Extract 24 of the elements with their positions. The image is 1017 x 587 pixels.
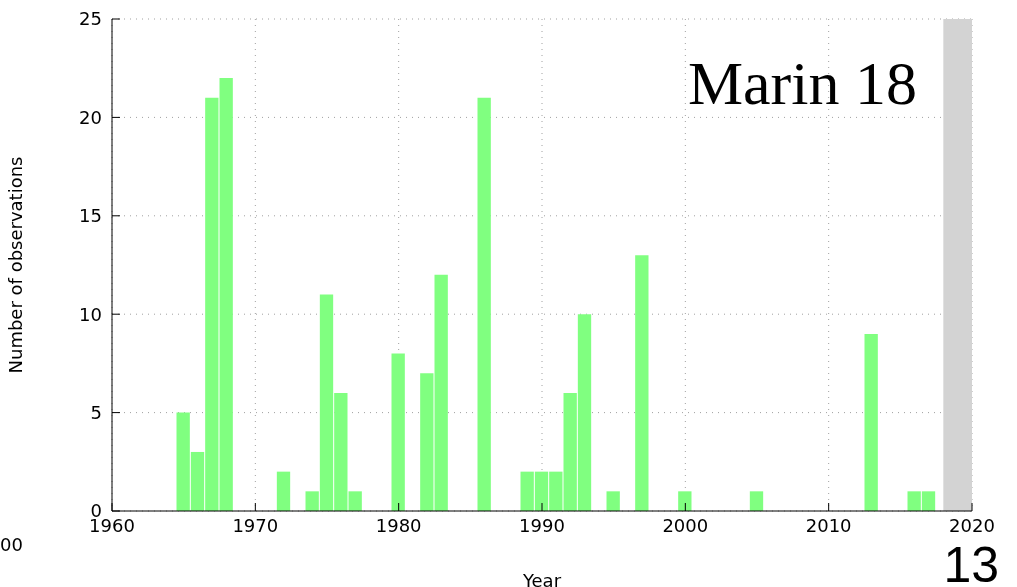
x-tick-label: 2010 — [805, 514, 852, 536]
x-axis-title: Year — [521, 570, 562, 587]
bar — [477, 97, 491, 511]
bar — [678, 491, 692, 511]
x-tick-label: 1990 — [519, 514, 565, 536]
y-tick-label: 10 — [79, 303, 102, 325]
y-tick-label: 5 — [90, 401, 102, 423]
x-tick-label: 2000 — [662, 514, 709, 536]
text: 13 — [943, 537, 999, 587]
bar — [391, 353, 405, 511]
bar — [749, 491, 764, 511]
bar — [276, 471, 291, 511]
y-tick-label: 20 — [79, 106, 102, 128]
text: 00 — [0, 534, 23, 555]
y-tick-label: 15 — [79, 205, 102, 227]
x-tick-label: 2020 — [949, 514, 995, 536]
bar — [635, 255, 649, 511]
x-tick-label: 1970 — [232, 514, 279, 536]
x-tick-label: 1980 — [375, 514, 422, 536]
y-tick-label: 25 — [79, 8, 102, 30]
bar — [864, 333, 878, 511]
bar — [606, 491, 620, 511]
text: Marin 18 — [687, 49, 917, 117]
y-axis-title: Number of observations — [5, 156, 27, 374]
